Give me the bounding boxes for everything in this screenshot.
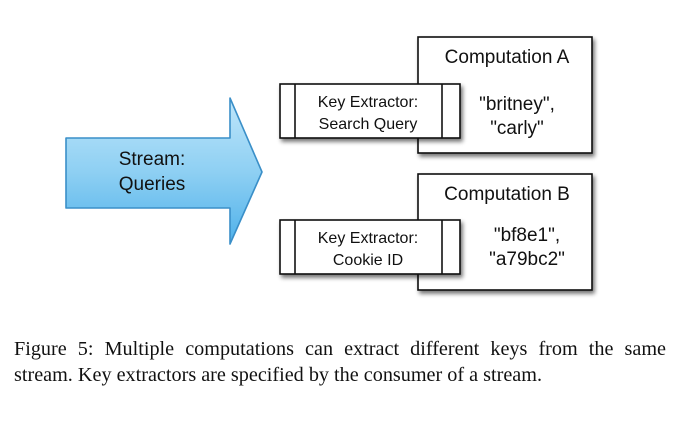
key-extractor-b: Key Extractor: Cookie ID xyxy=(279,219,461,275)
computation-a-keys-line1: "britney", xyxy=(479,94,555,115)
stream-label-line2: Queries xyxy=(119,174,186,195)
key-extractor-b-label-line2: Cookie ID xyxy=(333,252,403,269)
stream-arrow-shape xyxy=(65,97,263,245)
computation-b-title: Computation B xyxy=(444,184,570,205)
computation-b-keys-line1: "bf8e1", xyxy=(494,225,560,246)
key-extractor-b-label-line1: Key Extractor: xyxy=(318,230,418,247)
key-extractor-a-label-line1: Key Extractor: xyxy=(318,94,418,111)
computation-a-keys-line2: "carly" xyxy=(490,118,544,139)
key-extractor-a: Key Extractor: Search Query xyxy=(279,83,461,139)
key-extractor-b-box xyxy=(279,219,461,275)
computation-a: Computation A "britney", "carly" Key Ext… xyxy=(279,36,593,154)
diagram: Stream: Queries Computation A "britney",… xyxy=(65,36,593,291)
computation-b: Computation B "bf8e1", "a79bc2" Key Extr… xyxy=(279,173,593,291)
stream-arrow: Stream: Queries xyxy=(65,97,263,245)
computation-b-keys-line2: "a79bc2" xyxy=(489,249,565,270)
key-extractor-a-box xyxy=(279,83,461,139)
computation-a-title: Computation A xyxy=(445,47,570,68)
stream-label-line1: Stream: xyxy=(119,149,186,170)
figure-caption: Figure 5: Multiple computations can extr… xyxy=(14,338,666,386)
key-extractor-a-label-line2: Search Query xyxy=(319,116,418,133)
